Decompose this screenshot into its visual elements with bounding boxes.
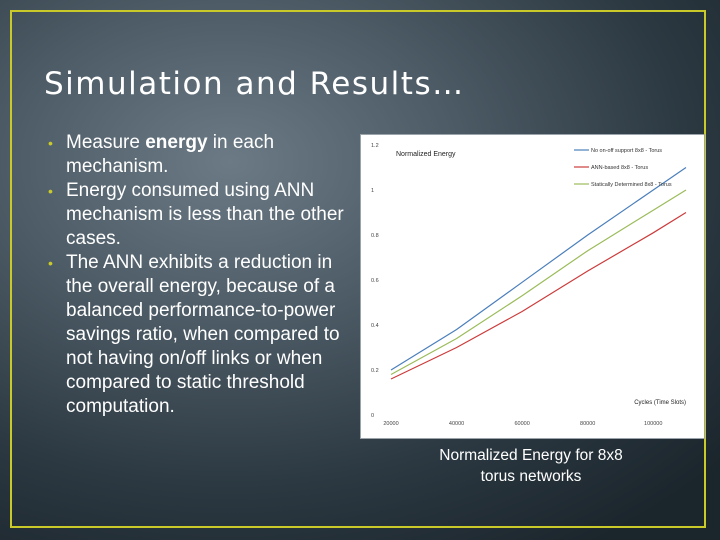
bullet-list: • Measure energy in each mechanism. • Ener… bbox=[46, 131, 356, 419]
chart-caption: Normalized Energy for 8x8 torus networks bbox=[405, 445, 657, 487]
chart-title: Normalized Energy bbox=[396, 151, 456, 158]
series-line bbox=[390, 167, 687, 371]
series-line bbox=[390, 189, 687, 376]
y-tick-label: 0.8 bbox=[371, 233, 379, 239]
bullet-dot: • bbox=[48, 135, 53, 151]
caption-line-2: torus networks bbox=[480, 468, 582, 485]
caption-line-1: Normalized Energy for 8x8 bbox=[439, 447, 623, 464]
y-tick-labels: 0 0.2 0.4 0.6 0.8 1 1.2 bbox=[371, 143, 379, 419]
x-tick-label: 80000 bbox=[580, 421, 595, 427]
legend-label: ANN-based 8x8 - Torus bbox=[591, 165, 648, 171]
bullet-dot: • bbox=[48, 255, 53, 271]
bullet-item: • Measure energy in each mechanism. bbox=[46, 131, 356, 179]
slide-title: Simulation and Results… bbox=[44, 66, 465, 102]
series-lines bbox=[390, 167, 687, 380]
bullet-text-bold: energy bbox=[145, 132, 208, 153]
y-tick-label: 0.6 bbox=[371, 278, 379, 284]
bullet-text: Energy consumed using ANN mechanism is l… bbox=[66, 180, 344, 249]
x-tick-label: 40000 bbox=[449, 421, 464, 427]
bullet-text-pre: Measure bbox=[66, 132, 146, 153]
legend-label: No on-off support 8x8 - Torus bbox=[591, 148, 662, 154]
x-tick-label: 60000 bbox=[514, 421, 529, 427]
bullet-dot: • bbox=[48, 183, 53, 199]
x-tick-label: 100000 bbox=[644, 421, 662, 427]
y-tick-label: 1 bbox=[371, 188, 374, 194]
x-tick-labels: 20000 40000 60000 80000 100000 bbox=[383, 421, 662, 427]
x-axis-label: Cycles (Time Slots) bbox=[634, 400, 686, 406]
slide-frame bbox=[10, 10, 706, 528]
bullet-text: The ANN exhibits a reduction in the over… bbox=[66, 252, 340, 417]
chart-svg: Normalized Energy Cycles (Time Slots) 00… bbox=[371, 143, 687, 427]
legend-label: Statically Determined 8x8 - Torus bbox=[591, 182, 672, 188]
bullet-text-post: in each mechanism. bbox=[66, 132, 275, 177]
x-tick-label: 20000 bbox=[383, 421, 398, 427]
bullet-item: • Energy consumed using ANN mechanism is … bbox=[46, 179, 356, 251]
y-tick-label: 0.2 bbox=[371, 368, 379, 374]
bullet-item: • The ANN exhibits a reduction in the ove… bbox=[46, 251, 356, 419]
y-tick-label: 0.4 bbox=[371, 323, 379, 329]
legend: No on-off support 8x8 - Torus ANN-based 8… bbox=[574, 148, 672, 188]
y-tick-label: 1.2 bbox=[371, 143, 379, 149]
series-line bbox=[390, 211, 687, 380]
y-tick-label: 0 bbox=[371, 413, 374, 419]
